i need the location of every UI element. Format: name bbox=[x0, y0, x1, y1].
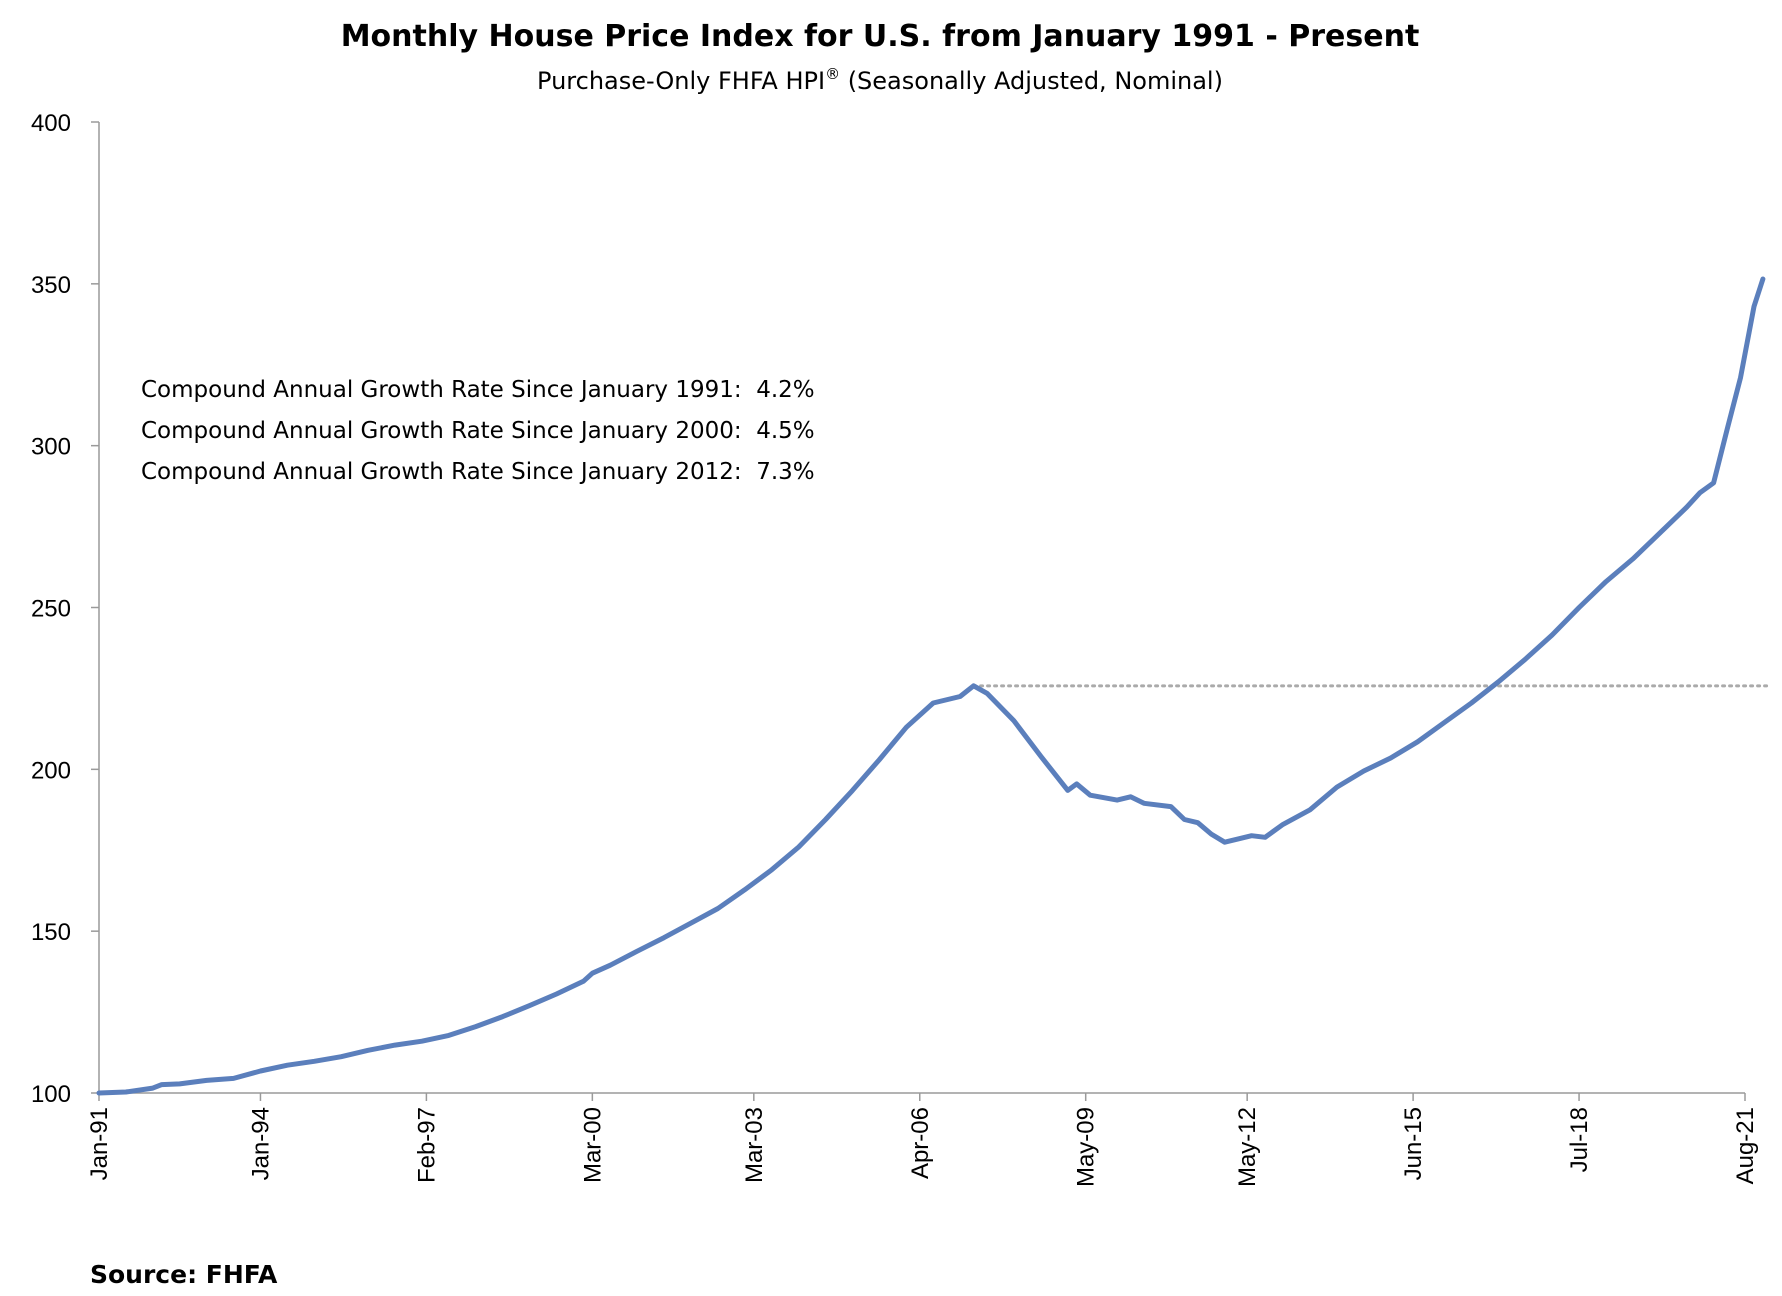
y-tick-label: 300 bbox=[31, 434, 71, 461]
cagr-annotation: Compound Annual Growth Rate Since Januar… bbox=[141, 377, 815, 403]
y-tick-label: 250 bbox=[31, 596, 71, 623]
cagr-annotation: Compound Annual Growth Rate Since Januar… bbox=[141, 418, 815, 444]
x-tick-label: Jun-15 bbox=[1400, 1107, 1427, 1180]
x-tick-label: Mar-00 bbox=[579, 1107, 606, 1183]
x-tick-label: May-09 bbox=[1073, 1107, 1100, 1187]
y-tick-label: 400 bbox=[31, 110, 71, 137]
plot-area bbox=[96, 276, 1770, 1096]
x-tick-label: Mar-03 bbox=[741, 1107, 768, 1183]
x-tick-label: Jul-18 bbox=[1566, 1107, 1593, 1172]
subtitle-suffix: (Seasonally Adjusted, Nominal) bbox=[840, 67, 1223, 95]
cagr-annotations: Compound Annual Growth Rate Since Januar… bbox=[141, 377, 815, 485]
cagr-annotation: Compound Annual Growth Rate Since Januar… bbox=[141, 459, 815, 485]
x-tick-label: Jan-94 bbox=[247, 1107, 274, 1180]
chart-title: Monthly House Price Index for U.S. from … bbox=[341, 19, 1420, 54]
hpi-series-line bbox=[96, 276, 1766, 1096]
y-ticks: 100 150 200 250 300 350 400 bbox=[31, 110, 99, 1108]
x-ticks: Jan-91 Jan-94 Feb-97 Mar-00 Mar-03 Apr-06 May-… bbox=[86, 1093, 1759, 1187]
x-tick-label: Apr-06 bbox=[907, 1107, 934, 1179]
y-tick-label: 100 bbox=[31, 1081, 71, 1108]
axes: 100 150 200 250 300 350 400 Jan-91 Jan-94 Feb-97… bbox=[31, 110, 1759, 1187]
x-tick-label: Jan-91 bbox=[86, 1107, 113, 1180]
x-tick-label: Aug-21 bbox=[1732, 1107, 1759, 1184]
x-tick-label: Feb-97 bbox=[413, 1107, 440, 1183]
x-tick-label: May-12 bbox=[1234, 1107, 1261, 1187]
subtitle-main: Purchase-Only FHFA HPI bbox=[537, 67, 825, 95]
chart-subtitle: Purchase-Only FHFA HPI® (Seasonally Adju… bbox=[537, 65, 1223, 95]
registered-mark: ® bbox=[825, 65, 840, 83]
y-tick-label: 350 bbox=[31, 272, 71, 299]
y-tick-label: 150 bbox=[31, 919, 71, 946]
y-tick-label: 200 bbox=[31, 757, 71, 784]
source-note: Source: FHFA bbox=[90, 1260, 278, 1289]
